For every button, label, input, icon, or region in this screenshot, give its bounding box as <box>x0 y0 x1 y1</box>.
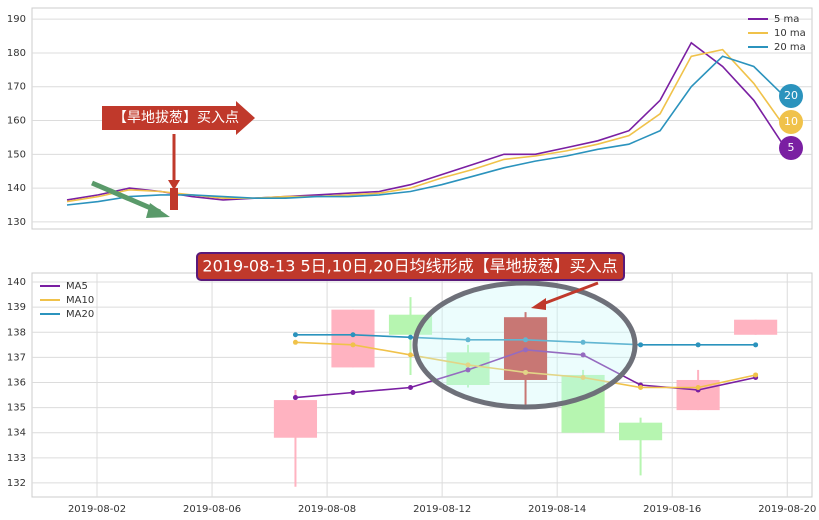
y-tick-label: 190 <box>7 14 26 25</box>
ma-point <box>523 369 529 375</box>
chart-title: 2019-08-13 5日,10日,20日均线形成【旱地拔葱】买入点 <box>202 257 617 276</box>
y-tick-label: 134 <box>7 428 26 439</box>
ma-line <box>66 41 786 201</box>
ma-point <box>638 342 644 348</box>
annotation-arrow <box>102 101 255 135</box>
end-badge-label: 5 <box>788 141 795 154</box>
y-tick-label: 140 <box>7 277 26 288</box>
y-tick-label: 180 <box>7 48 26 59</box>
y-tick-label: 130 <box>7 217 26 228</box>
ma-point <box>350 342 356 348</box>
green-arrow-head <box>146 203 170 218</box>
y-tick-label: 132 <box>7 478 26 489</box>
end-badge-label: 10 <box>784 115 798 128</box>
pointer <box>539 281 599 307</box>
annotation: 【旱地拔葱】买入点 <box>102 101 255 135</box>
ma-point <box>407 334 413 340</box>
ma-point <box>753 372 759 378</box>
ma-point <box>753 342 759 348</box>
y-tick-label: 137 <box>7 352 26 363</box>
ma-point <box>465 367 471 373</box>
y-tick-label: 138 <box>7 327 26 338</box>
ma-point <box>523 347 529 353</box>
end-badge-label: 20 <box>784 89 798 102</box>
focus-ellipse <box>412 280 638 410</box>
candle-body <box>388 314 433 335</box>
ma-point <box>407 352 413 358</box>
end-badge <box>779 84 803 108</box>
y-tick-label: 139 <box>7 302 26 313</box>
green-arrow <box>91 180 161 215</box>
legend-label: 20 ma <box>774 42 806 53</box>
x-tick-label: 2019-08-06 <box>183 504 241 515</box>
x-tick-label: 2019-08-14 <box>528 504 586 515</box>
ma-point <box>407 385 413 391</box>
ma-point <box>350 390 356 396</box>
ma-point <box>465 362 471 368</box>
highlight-candle <box>170 188 178 210</box>
ma-point <box>695 385 701 391</box>
ma-point <box>580 352 586 358</box>
x-tick-label: 2019-08-02 <box>68 504 126 515</box>
y-tick-label: 136 <box>7 377 26 388</box>
candle-body <box>619 422 663 441</box>
y-tick-label: 133 <box>7 453 26 464</box>
x-tick-label: 2019-08-12 <box>413 504 471 515</box>
ma-point <box>292 395 298 401</box>
candle-body <box>273 400 318 438</box>
x-tick-label: 2019-08-16 <box>643 504 701 515</box>
x-tick-label: 2019-08-20 <box>758 504 816 515</box>
legend-label: MA5 <box>66 281 88 292</box>
legend-label: MA10 <box>66 295 94 306</box>
ma-point <box>638 385 644 391</box>
end-badge <box>779 110 803 134</box>
pointer-head <box>531 298 546 310</box>
legend-label: 10 ma <box>774 28 806 39</box>
ma-point <box>465 337 471 343</box>
title-box <box>196 252 625 281</box>
ma-point <box>523 337 529 343</box>
y-tick-label: 140 <box>7 183 26 194</box>
y-tick-label: 160 <box>7 116 26 127</box>
ma-point <box>695 342 701 348</box>
candle-body <box>734 319 778 335</box>
candle-body <box>331 309 375 368</box>
ma-line <box>66 55 786 206</box>
y-tick-label: 135 <box>7 403 26 414</box>
y-tick-label: 150 <box>7 149 26 160</box>
legend-label: 5 ma <box>774 14 799 25</box>
y-tick-label: 170 <box>7 82 26 93</box>
end-badge <box>779 136 803 160</box>
ma-point <box>292 332 298 338</box>
ma-point <box>580 339 586 345</box>
ma-point <box>580 374 586 380</box>
x-tick-label: 2019-08-08 <box>298 504 356 515</box>
pointer-head <box>168 180 180 190</box>
legend-label: MA20 <box>66 309 94 320</box>
ma-point <box>292 339 298 345</box>
ma-point <box>350 332 356 338</box>
annotation-text: 【旱地拔葱】买入点 <box>113 110 239 126</box>
